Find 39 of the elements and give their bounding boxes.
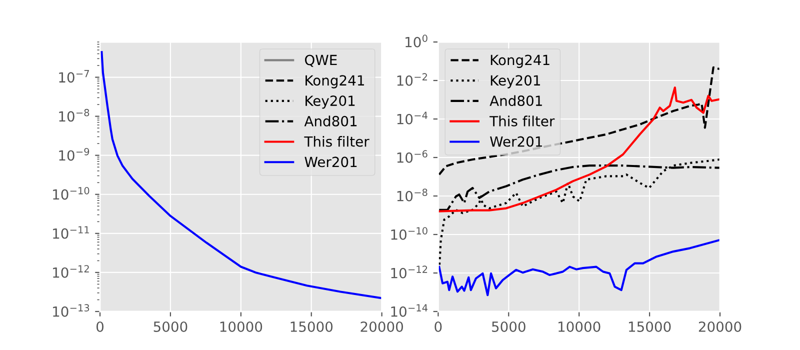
legend-label: Wer201 [304,156,357,168]
y-tick-label: 10$^{0}$ [406,34,428,48]
x-tick-label: 15000 [290,321,333,332]
line-series [438,86,720,212]
x-tick-label: 20000 [360,321,403,332]
y-tick-label: 10$^{−13}$ [53,304,90,317]
y-tick-label: 10$^{−9}$ [59,148,90,161]
legend-label: QWE [304,54,337,67]
legend-label: Kong241 [490,54,550,68]
legend-label: Wer201 [490,136,542,147]
legend-label: And801 [304,116,357,126]
x-tick-label: 5000 [492,321,526,332]
y-tick-label: 10$^{−7}$ [59,70,89,83]
legend-label: This filter [304,136,370,147]
y-tick-label: 10$^{−8}$ [397,188,428,202]
y-tick-label: 10$^{−4}$ [397,112,428,124]
y-tick-label: 10$^{−6}$ [397,150,428,163]
y-tick-label: 10$^{−12}$ [53,265,89,278]
x-tick-label: 10000 [220,321,262,332]
y-tick-label: 10$^{−2}$ [397,73,427,86]
legend-label: Key201 [306,96,355,109]
y-tick-label: 10$^{−8}$ [59,108,90,122]
legend-label: And801 [490,95,542,106]
x-tick-label: 10000 [558,321,600,332]
x-tick-label: 20000 [698,321,742,332]
y-tick-label: 10$^{−11}$ [53,226,89,239]
x-tick-label: 0 [96,321,104,332]
x-tick-label: 0 [434,321,442,332]
y-tick-label: 10$^{−12}$ [391,266,428,278]
line-series [438,238,720,296]
legend-label: Kong241 [306,75,364,88]
legend-label: This filter [490,116,555,126]
y-tick-label: 10$^{−10}$ [53,187,90,200]
y-tick-label: 10$^{−10}$ [391,227,428,240]
legend-label: Key201 [490,75,540,88]
y-tick-label: 10$^{−14}$ [391,304,428,317]
x-tick-label: 15000 [628,321,671,332]
line-series [100,51,382,300]
x-tick-label: 5000 [154,321,188,332]
